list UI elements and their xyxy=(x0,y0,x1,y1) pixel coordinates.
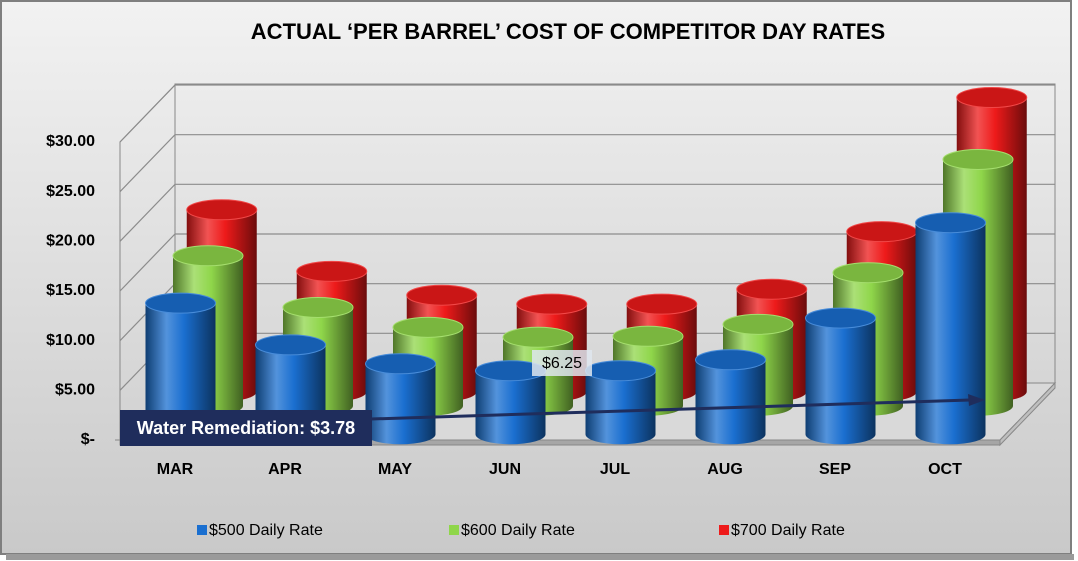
legend-label: $500 Daily Rate xyxy=(209,522,323,539)
bar-top xyxy=(502,326,574,348)
bar xyxy=(695,359,766,445)
bar-top xyxy=(832,262,904,284)
bar-top xyxy=(846,221,918,243)
bar-top xyxy=(626,293,698,315)
chart-title: ACTUAL ‘PER BARREL’ COST OF COMPETITOR D… xyxy=(251,19,885,44)
bar-top xyxy=(516,293,588,315)
bar-top xyxy=(722,313,794,335)
x-tick-label: MAR xyxy=(157,461,194,478)
x-tick-label: AUG xyxy=(707,461,743,478)
legend-swatch xyxy=(719,525,729,535)
legend-swatch xyxy=(449,525,459,535)
floor-edge xyxy=(999,381,1056,447)
grid-line xyxy=(119,183,1055,242)
bar-top xyxy=(172,245,244,267)
y-tick-label: $30.00 xyxy=(46,133,95,150)
bar-top xyxy=(736,278,808,300)
bar-top xyxy=(296,260,368,282)
bar-top xyxy=(392,316,464,338)
bar-top xyxy=(612,325,684,347)
y-tick-label: $- xyxy=(81,431,95,448)
x-tick-label: OCT xyxy=(928,461,962,478)
bar xyxy=(805,318,876,445)
bar-top xyxy=(282,296,354,318)
arrowhead xyxy=(968,394,985,406)
bar-top xyxy=(406,284,478,306)
grid-line xyxy=(119,134,1055,193)
annotation: Water Remediation: $3.78 xyxy=(137,418,355,438)
x-tick-label: MAY xyxy=(378,461,412,478)
bar-top xyxy=(915,212,986,234)
arrow xyxy=(339,398,971,422)
bar-top xyxy=(365,353,436,375)
bar-top xyxy=(186,199,258,221)
grid-line xyxy=(119,233,1055,292)
annotation-box xyxy=(532,350,592,376)
bar-top xyxy=(805,307,876,329)
bar-top xyxy=(585,360,656,382)
bar-top xyxy=(942,148,1014,170)
bar-top xyxy=(145,292,216,314)
bar xyxy=(585,370,656,445)
y-tick-label: $15.00 xyxy=(46,282,95,299)
x-tick-label: APR xyxy=(268,461,302,478)
bar-top xyxy=(255,334,326,356)
bar-top xyxy=(695,349,766,371)
bar-top xyxy=(956,87,1028,109)
shadow xyxy=(6,554,1074,560)
x-tick-label: JUN xyxy=(489,461,521,478)
bar xyxy=(475,370,546,445)
annotation-box xyxy=(120,410,372,446)
x-tick-label: JUL xyxy=(600,461,630,478)
grid-line xyxy=(119,84,1055,143)
bar xyxy=(365,363,436,445)
bar xyxy=(145,303,216,445)
y-tick-label: $5.00 xyxy=(55,382,95,399)
y-tick-label: $25.00 xyxy=(46,183,95,200)
x-tick-label: SEP xyxy=(819,461,851,478)
legend-label: $600 Daily Rate xyxy=(461,522,575,539)
legend-swatch xyxy=(197,525,207,535)
y-tick-label: $20.00 xyxy=(46,233,95,250)
bar xyxy=(915,222,986,445)
legend-label: $700 Daily Rate xyxy=(731,522,845,539)
y-tick-label: $10.00 xyxy=(46,332,95,349)
annotation: $6.25 xyxy=(542,355,582,372)
